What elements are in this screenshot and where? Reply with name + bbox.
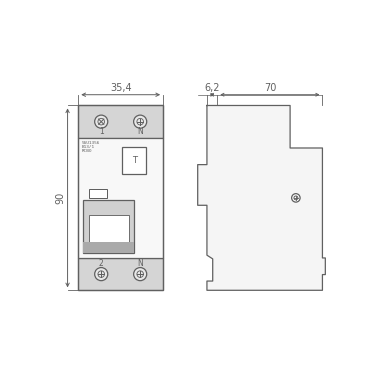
- Text: 90: 90: [55, 192, 65, 204]
- Text: 35,4: 35,4: [110, 83, 132, 93]
- Circle shape: [134, 115, 147, 128]
- Text: N: N: [137, 259, 143, 268]
- Text: 70: 70: [264, 83, 276, 93]
- Bar: [79, 105, 163, 290]
- Circle shape: [98, 119, 104, 125]
- Bar: [84, 241, 134, 253]
- Bar: [89, 214, 129, 244]
- Circle shape: [134, 268, 147, 281]
- Text: 1: 1: [99, 127, 104, 136]
- Text: T: T: [132, 156, 137, 165]
- Bar: [79, 258, 163, 290]
- Polygon shape: [198, 105, 325, 290]
- Bar: [84, 200, 134, 253]
- Circle shape: [292, 194, 300, 202]
- Circle shape: [98, 271, 104, 277]
- Circle shape: [95, 115, 108, 128]
- Circle shape: [137, 271, 144, 277]
- Circle shape: [294, 196, 298, 200]
- Bar: [89, 189, 107, 198]
- Bar: [122, 147, 146, 174]
- Text: RCBO: RCBO: [82, 149, 92, 153]
- Circle shape: [95, 268, 108, 281]
- Text: 5SU1356: 5SU1356: [82, 141, 100, 145]
- Text: N: N: [137, 127, 143, 136]
- Text: 2: 2: [99, 259, 104, 268]
- Bar: [79, 138, 163, 258]
- Bar: [79, 105, 163, 138]
- Text: B13/1: B13/1: [82, 145, 95, 149]
- Text: 6,2: 6,2: [204, 83, 220, 93]
- Circle shape: [137, 119, 144, 125]
